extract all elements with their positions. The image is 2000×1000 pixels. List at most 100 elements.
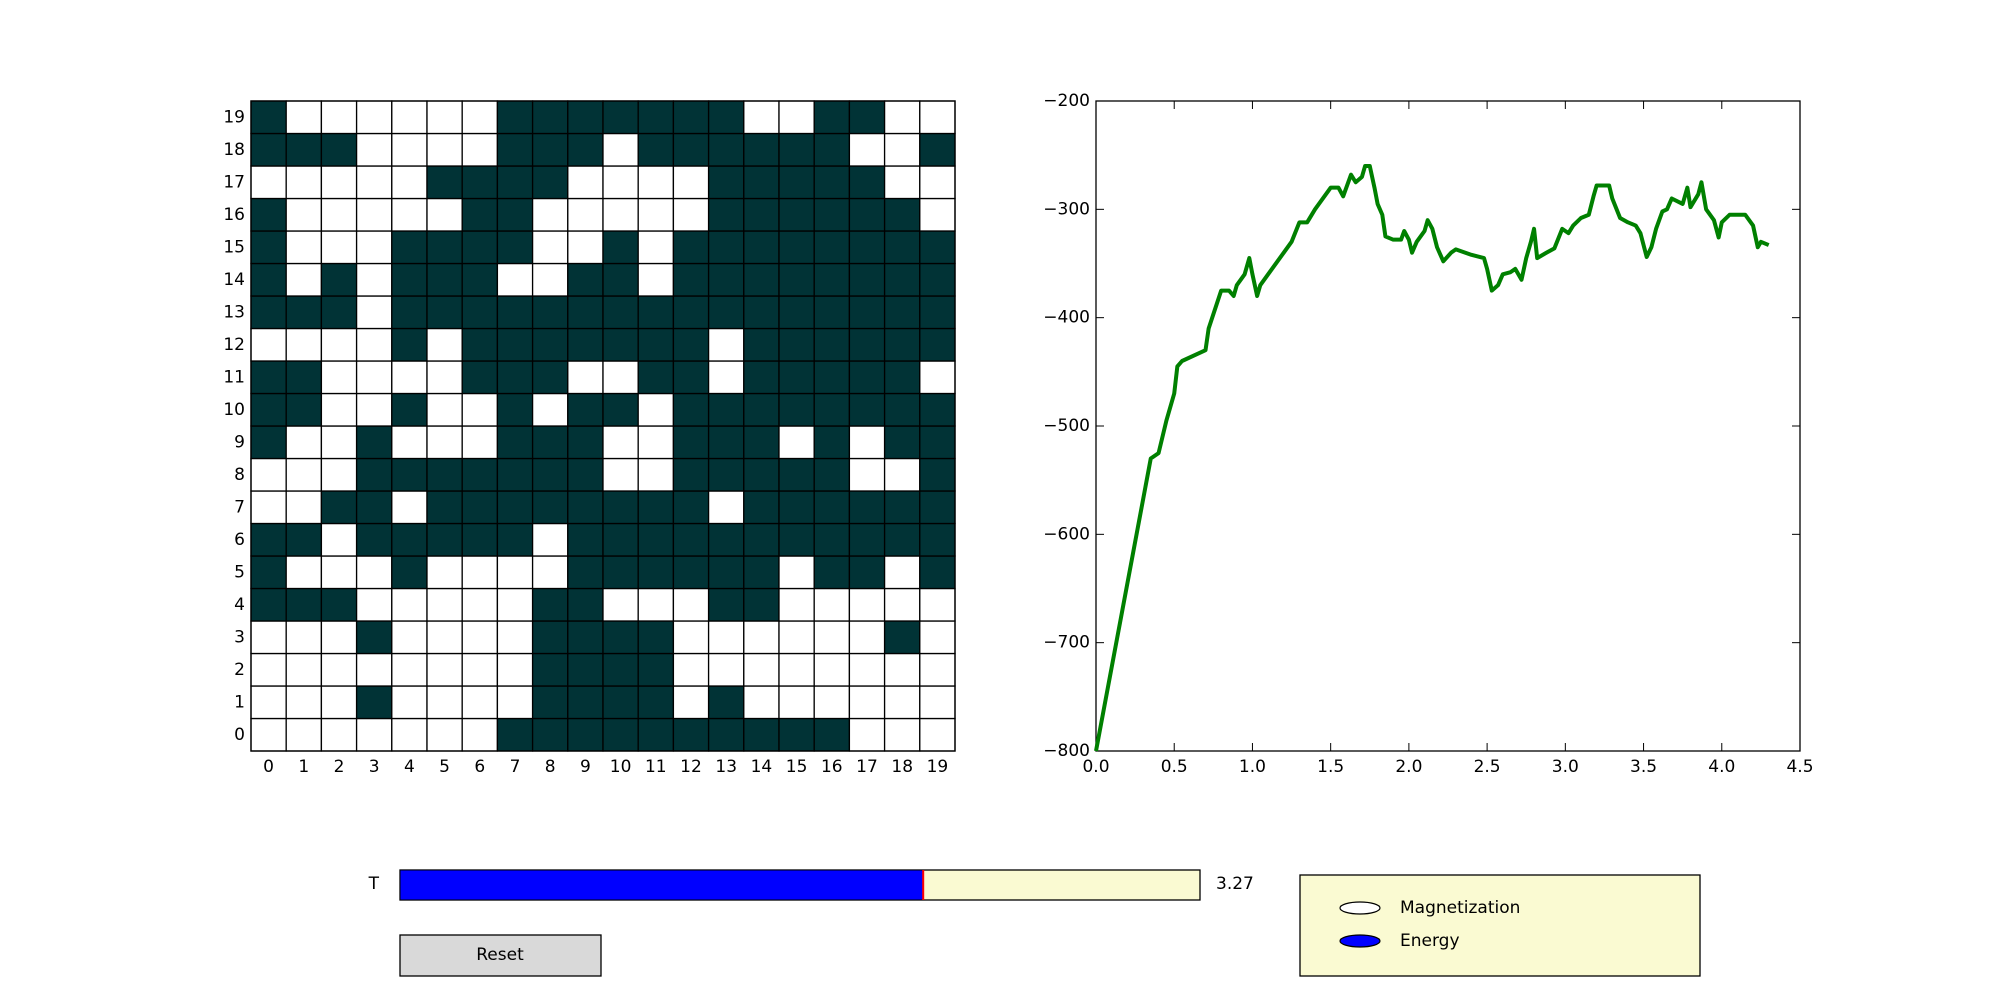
spin-cell [848,262,886,297]
spin-cell [461,522,499,557]
spin-cell [250,100,287,135]
x-tick-label: 1 [298,757,309,777]
y-tick-label: 3 [234,627,245,647]
x-tick-label: 5 [439,757,450,777]
spin-cell [743,457,780,492]
spin-cell [813,620,851,655]
spin-cell [285,100,323,135]
spin-cell [813,230,851,265]
spin-cell [637,522,675,557]
spin-cell [602,262,639,297]
spin-cell [531,132,569,167]
spin-cell [355,555,393,590]
spin-cell [355,425,393,460]
spin-cell [531,425,569,460]
spin-cell [883,717,921,752]
x-tick-label: 7 [510,757,521,777]
spin-cell [813,522,851,557]
spin-cell [496,555,534,590]
spin-cell [320,165,358,200]
spin-cell [496,392,534,427]
spin-cell [426,522,463,557]
spin-cell [707,457,745,492]
spin-cell [496,327,534,362]
spin-cell [391,587,428,622]
spin-cell [426,457,463,492]
spin-cell [461,652,499,687]
spin-cell [743,522,780,557]
spin-cell [919,717,956,752]
spin-cell [602,522,639,557]
y-tick-label: −500 [1043,416,1090,436]
radio-button[interactable] [1339,934,1381,948]
spin-cell [426,327,463,362]
spin-cell [672,295,710,330]
y-tick-label: −800 [1043,741,1090,761]
spin-cell [496,295,534,330]
spin-cell [531,457,569,492]
reset-button[interactable] [399,934,602,977]
spin-cell [531,490,569,525]
y-tick-label: 6 [234,530,245,550]
spin-cell [778,717,815,752]
spin-cell [320,717,358,752]
spin-cell [672,490,710,525]
spin-cell [355,457,393,492]
y-tick-label: 2 [234,660,245,680]
x-tick-label: 3 [369,757,380,777]
spin-cell [778,165,815,200]
spin-cell [919,197,956,232]
spin-cell [496,132,534,167]
spin-cell [496,197,534,232]
spin-cell [426,100,463,135]
spin-cell [919,587,956,622]
spin-cell [250,522,287,557]
x-tick-label: 1.0 [1239,757,1266,777]
spin-cell [707,132,745,167]
spin-cell [637,652,675,687]
spin-cell [250,230,287,265]
spin-cell [637,132,675,167]
spin-cell [285,620,323,655]
spin-cell [531,392,569,427]
spin-cell [496,262,534,297]
spin-cell [778,425,815,460]
spin-cell [461,165,499,200]
radio-button[interactable] [1339,901,1381,915]
spin-cell [461,295,499,330]
spin-cell [672,457,710,492]
spin-cell [320,457,358,492]
spin-cell [285,522,323,557]
spin-cell [567,490,604,525]
spin-cell [743,327,780,362]
radio-label[interactable]: Magnetization [1400,898,1520,918]
radio-label[interactable]: Energy [1400,931,1460,951]
x-tick-label: 14 [751,757,773,777]
button-label[interactable]: Reset [476,945,524,965]
spin-cell [461,717,499,752]
spin-cell [602,490,639,525]
spin-cell [531,100,569,135]
spin-cell [496,165,534,200]
spin-cell [320,490,358,525]
y-tick-label: 10 [223,400,245,420]
spin-cell [531,230,569,265]
slider-fill[interactable] [399,869,924,901]
spin-cell [567,197,604,232]
spin-cell [919,490,956,525]
spin-cell [531,587,569,622]
spin-cell [813,165,851,200]
y-tick-label: 17 [223,172,245,192]
spin-cell [250,132,287,167]
x-tick-label: 4 [404,757,415,777]
spin-cell [707,522,745,557]
spin-cell [707,197,745,232]
spin-cell [813,132,851,167]
spin-cell [602,652,639,687]
slider-value: 3.27 [1216,874,1254,894]
spin-cell [637,685,675,720]
spin-cell [919,620,956,655]
spin-cell [919,522,956,557]
spin-cell [743,717,780,752]
spin-cell [637,262,675,297]
